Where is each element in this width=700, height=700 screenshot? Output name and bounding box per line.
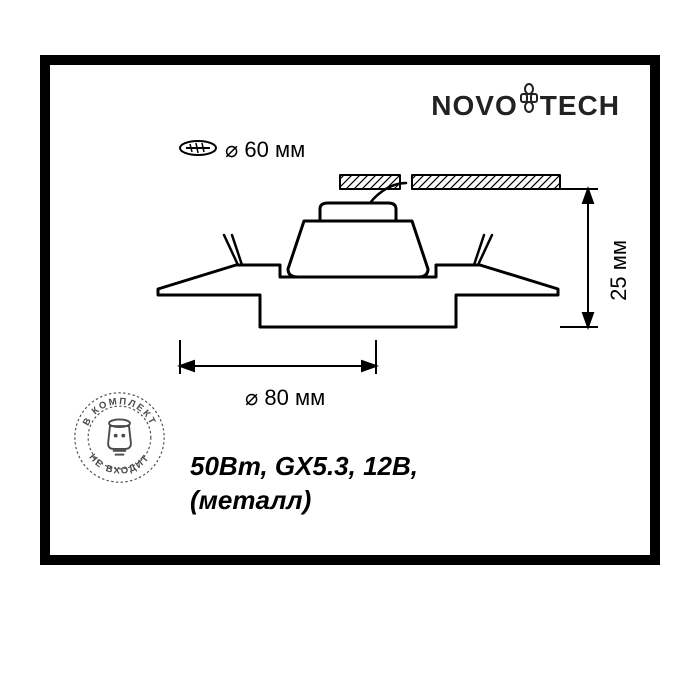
brand-part2: TECH [540, 90, 620, 121]
svg-text:НЕ ВХОДИТ: НЕ ВХОДИТ [87, 452, 153, 477]
height-dimension-label: 25 мм [606, 240, 632, 301]
spec-line-1: 50Вт, GX5.3, 12В, [190, 450, 418, 484]
spec-line-2: (металл) [190, 484, 418, 518]
badge-top-text: В КОМПЛЕКТ [81, 396, 158, 428]
width-dimension-label: ⌀ 80 мм [245, 385, 325, 411]
brand-logo: NOVO TECH [431, 85, 620, 122]
logo-ornament-icon [518, 83, 540, 113]
svg-text:В КОМПЛЕКТ: В КОМПЛЕКТ [81, 396, 158, 428]
cutout-diameter-label: ⌀ 60 мм [225, 137, 305, 163]
badge-bottom-text: НЕ ВХОДИТ [87, 452, 153, 477]
not-included-badge: В КОМПЛЕКТ НЕ ВХОДИТ [72, 390, 167, 485]
width-dimension-line [160, 340, 490, 380]
specifications-text: 50Вт, GX5.3, 12В, (металл) [190, 450, 418, 518]
drill-hole-icon [178, 137, 218, 159]
brand-part1: NOVO [431, 90, 517, 121]
diagram-frame: NOVO TECH ⌀ 60 мм [40, 55, 660, 565]
